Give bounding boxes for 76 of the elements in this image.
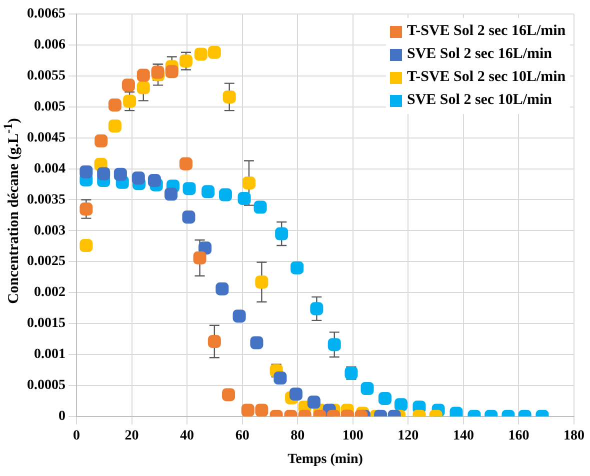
x-tick-label: 140 [452, 428, 474, 444]
point [232, 310, 246, 323]
point [179, 54, 192, 68]
point [241, 404, 254, 416]
point [254, 200, 267, 214]
point [80, 239, 93, 252]
x-tick-label: 40 [180, 428, 194, 444]
point [202, 185, 215, 198]
y-tick-label: 0.0015 [27, 316, 66, 332]
point [310, 302, 324, 316]
point [238, 192, 251, 205]
x-axis-title: Temps (min) [288, 452, 364, 468]
point [255, 404, 268, 416]
point [208, 46, 221, 59]
x-tick-label: 60 [235, 428, 250, 444]
x-tick-label: 160 [508, 428, 530, 444]
point [179, 157, 192, 170]
point [108, 98, 122, 112]
point [164, 188, 178, 201]
point [289, 388, 302, 401]
point [123, 94, 136, 108]
point [97, 167, 110, 180]
point [136, 81, 150, 94]
point [360, 382, 374, 396]
y-tick-label: 0 [58, 409, 66, 424]
point [242, 176, 256, 190]
point [328, 338, 341, 352]
point [193, 251, 206, 264]
y-tick-label: 0.005 [34, 99, 66, 114]
point [307, 396, 320, 409]
y-tick-label: 0.0005 [27, 378, 66, 394]
x-tick-label: 80 [290, 428, 305, 444]
point [394, 398, 408, 412]
legend-label: T-SVE Sol 2 sec 16L/min [407, 23, 566, 40]
point [94, 134, 108, 148]
y-tick-label: 0.006 [34, 38, 66, 53]
point [275, 227, 288, 240]
y-tick-label: 0.003 [34, 223, 66, 238]
y-tick-label: 0.0065 [27, 6, 66, 22]
legend-label: SVE Sol 2 sec 16L/min [407, 46, 552, 63]
point [194, 48, 208, 61]
point [290, 261, 304, 274]
point [80, 202, 93, 216]
y-tick-label: 0.0045 [27, 130, 66, 146]
point [80, 165, 93, 178]
point [165, 65, 178, 78]
y-tick-label: 0.0055 [27, 68, 66, 84]
y-tick-label: 0.001 [34, 347, 66, 362]
y-tick-label: 0.004 [34, 161, 66, 176]
x-tick-label: 180 [564, 428, 584, 444]
y-tick-label: 0.0025 [27, 254, 66, 270]
point [274, 372, 287, 385]
point [182, 210, 196, 224]
x-tick-label: 120 [398, 428, 419, 444]
point [122, 78, 135, 92]
x-tick-label: 100 [342, 428, 364, 444]
point [222, 90, 236, 104]
point [222, 388, 236, 402]
point [182, 182, 196, 196]
point [148, 174, 161, 188]
point [136, 68, 150, 82]
point [255, 276, 268, 289]
x-tick-label: 20 [124, 428, 139, 444]
x-tick-label: 0 [73, 428, 80, 444]
legend-label: SVE Sol 2 sec 10L/min [407, 92, 552, 109]
point [250, 336, 264, 350]
y-tick-label: 0.0035 [27, 192, 66, 208]
legend-label: T-SVE Sol 2 sec 10L/min [407, 69, 566, 86]
point [132, 172, 145, 185]
point [216, 282, 229, 296]
point [114, 168, 127, 181]
point [218, 188, 232, 202]
point [378, 392, 392, 405]
point [108, 120, 122, 133]
point [208, 334, 221, 348]
y-tick-label: 0.002 [34, 285, 66, 300]
